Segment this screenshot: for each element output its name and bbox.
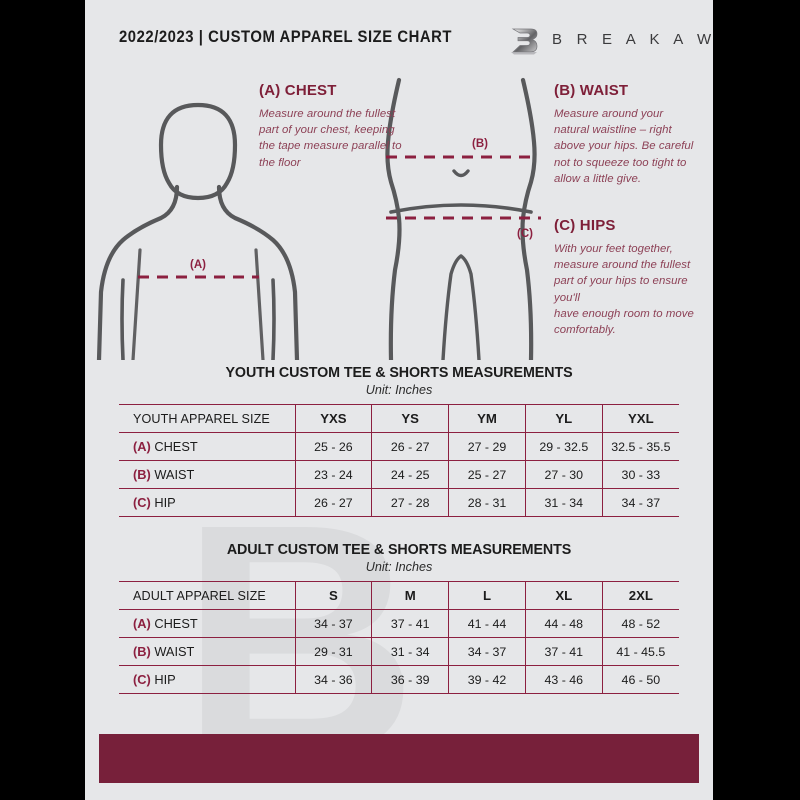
- youth-column-header-3: YL: [524, 404, 603, 433]
- youth-header-row: YOUTH APPAREL SIZE YXS YS YM YL YXL: [119, 404, 679, 433]
- adult-size-table: ADULT APPAREL SIZE S M L XL 2XL (A) CHEST 34 -…: [119, 581, 679, 694]
- adult-column-header-3: XL: [524, 581, 603, 610]
- youth-cell-2-3: 31 - 34: [524, 488, 603, 517]
- adult-size-table-block: ADULT CUSTOM TEE & SHORTS MEASUREMENTS U…: [85, 542, 713, 694]
- youth-row-label-2: (C) HIP: [119, 488, 296, 517]
- footer-bar: [99, 734, 699, 783]
- adult-cell-2-3: 43 - 46: [524, 665, 603, 694]
- adult-cell-0-0: 34 - 37: [294, 609, 373, 638]
- adult-header-row: ADULT APPAREL SIZE S M L XL 2XL: [119, 581, 679, 610]
- table-row: (C) HIP 34 - 36 36 - 39 39 - 42 43 - 46 46 - …: [119, 665, 679, 694]
- table-row: (A) CHEST 34 - 37 37 - 41 41 - 44 44 - 48 48 …: [119, 609, 679, 638]
- youth-cell-1-4: 30 - 33: [601, 460, 679, 489]
- table-row: (A) CHEST 25 - 26 26 - 27 27 - 29 29 - 32.5 3…: [119, 432, 679, 461]
- chest-body: Measure around the fullest part of your …: [259, 108, 402, 169]
- waist-heading: (B) WAIST: [554, 82, 629, 99]
- hips-description: (C) HIPS With your feet together, measur…: [554, 217, 704, 338]
- youth-cell-1-1: 24 - 25: [371, 460, 450, 489]
- waist-body: Measure around your natural waistline – …: [554, 108, 694, 185]
- youth-size-header: YOUTH APPAREL SIZE: [119, 404, 296, 433]
- youth-cell-1-0: 23 - 24: [294, 460, 373, 489]
- adult-column-header-2: L: [448, 581, 526, 610]
- adult-table-title: ADULT CUSTOM TEE & SHORTS MEASUREMENTS: [226, 542, 572, 558]
- adult-cell-2-2: 39 - 42: [448, 665, 526, 694]
- brand-name: B R E A K A W A Y: [552, 31, 713, 48]
- youth-column-header-2: YM: [448, 404, 526, 433]
- youth-size-table-block: YOUTH CUSTOM TEE & SHORTS MEASUREMENTS U…: [85, 365, 713, 517]
- youth-cell-1-2: 25 - 27: [448, 460, 526, 489]
- adult-cell-1-3: 37 - 41: [524, 637, 603, 666]
- youth-row-label-0: (A) CHEST: [119, 432, 296, 461]
- adult-cell-0-2: 41 - 44: [448, 609, 526, 638]
- waist-description: (B) WAIST Measure around your natural wa…: [554, 82, 696, 187]
- adult-row-label-0: (A) CHEST: [119, 609, 296, 638]
- adult-cell-2-0: 34 - 36: [294, 665, 373, 694]
- youth-column-header-0: YXS: [294, 404, 373, 433]
- youth-cell-0-3: 29 - 32.5: [524, 432, 603, 461]
- youth-cell-0-0: 25 - 26: [294, 432, 373, 461]
- youth-size-table: YOUTH APPAREL SIZE YXS YS YM YL YXL (A) CHEST…: [119, 404, 679, 517]
- youth-cell-0-2: 27 - 29: [448, 432, 526, 461]
- row-marker: (A): [133, 439, 151, 454]
- adult-cell-1-1: 31 - 34: [371, 637, 450, 666]
- youth-column-header-4: YXL: [601, 404, 679, 433]
- breakaway-b-logo-icon: [506, 23, 542, 59]
- row-marker: (A): [133, 616, 151, 631]
- body-illustrations: (A) (B): [85, 60, 713, 363]
- chest-marker-label: (A): [190, 259, 206, 271]
- youth-table-body: (A) CHEST 25 - 26 26 - 27 27 - 29 29 - 32.5 3…: [119, 432, 679, 517]
- adult-column-header-1: M: [371, 581, 450, 610]
- table-row: (B) WAIST 23 - 24 24 - 25 25 - 27 27 - 30 30 …: [119, 460, 679, 489]
- waist-marker-label: (B): [472, 138, 488, 150]
- adult-cell-0-1: 37 - 41: [371, 609, 450, 638]
- adult-column-header-4: 2XL: [601, 581, 679, 610]
- adult-table-unit: Unit: Inches: [365, 560, 433, 574]
- adult-cell-0-4: 48 - 52: [601, 609, 679, 638]
- row-marker: (C): [133, 672, 151, 687]
- adult-cell-1-0: 29 - 31: [294, 637, 373, 666]
- waist-measure-line: (B): [386, 138, 535, 159]
- page-title: 2022/2023 | CUSTOM APPAREL SIZE CHART: [119, 28, 453, 46]
- size-chart-page: B 2022/2023 | CUSTOM APPAREL SIZE CHART …: [85, 0, 713, 800]
- adult-size-header: ADULT APPAREL SIZE: [119, 581, 296, 610]
- adult-cell-1-4: 41 - 45.5: [601, 637, 679, 666]
- adult-row-label-2: (C) HIP: [119, 665, 296, 694]
- chest-description: (A) CHEST Measure around the fullest par…: [259, 82, 411, 171]
- adult-cell-1-2: 34 - 37: [448, 637, 526, 666]
- page-header: 2022/2023 | CUSTOM APPAREL SIZE CHART B …: [85, 25, 713, 59]
- youth-cell-1-3: 27 - 30: [524, 460, 603, 489]
- youth-cell-2-2: 28 - 31: [448, 488, 526, 517]
- row-marker: (C): [133, 495, 151, 510]
- youth-row-label-1: (B) WAIST: [119, 460, 296, 489]
- hip-marker-label: (C): [517, 228, 533, 240]
- chest-measure-line: (A): [138, 259, 259, 279]
- hips-heading: (C) HIPS: [554, 217, 616, 234]
- youth-cell-2-0: 26 - 27: [294, 488, 373, 517]
- torso-figure: [96, 102, 300, 363]
- hips-figure: [385, 77, 537, 363]
- youth-cell-0-1: 26 - 27: [371, 432, 450, 461]
- youth-cell-2-4: 34 - 37: [601, 488, 679, 517]
- table-row: (B) WAIST 29 - 31 31 - 34 34 - 37 37 - 41 41 …: [119, 637, 679, 666]
- youth-column-header-1: YS: [371, 404, 450, 433]
- adult-table-body: (A) CHEST 34 - 37 37 - 41 41 - 44 44 - 48 48 …: [119, 609, 679, 694]
- row-marker: (B): [133, 467, 151, 482]
- youth-cell-0-4: 32.5 - 35.5: [601, 432, 679, 461]
- youth-cell-2-1: 27 - 28: [371, 488, 450, 517]
- hip-measure-line: (C): [386, 216, 541, 240]
- adult-cell-2-1: 36 - 39: [371, 665, 450, 694]
- table-row: (C) HIP 26 - 27 27 - 28 28 - 31 31 - 34 34 - …: [119, 488, 679, 517]
- chest-heading: (A) CHEST: [259, 82, 337, 99]
- row-marker: (B): [133, 644, 151, 659]
- youth-table-title: YOUTH CUSTOM TEE & SHORTS MEASUREMENTS: [225, 365, 573, 381]
- adult-cell-2-4: 46 - 50: [601, 665, 679, 694]
- adult-cell-0-3: 44 - 48: [524, 609, 603, 638]
- youth-table-unit: Unit: Inches: [365, 383, 433, 397]
- adult-row-label-1: (B) WAIST: [119, 637, 296, 666]
- hips-body: With your feet together, measure around …: [554, 243, 694, 336]
- adult-column-header-0: S: [294, 581, 373, 610]
